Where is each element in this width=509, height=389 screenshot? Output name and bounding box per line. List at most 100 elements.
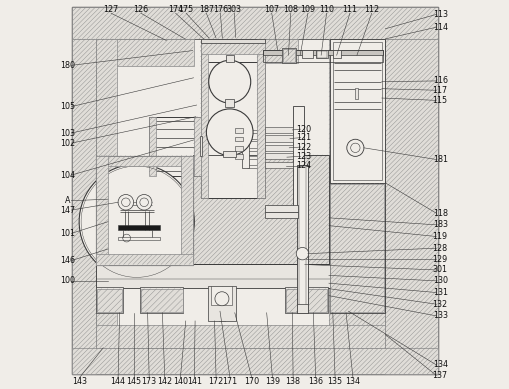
Text: 142: 142: [157, 377, 172, 387]
Bar: [265, 135, 293, 142]
Bar: [316, 50, 327, 58]
Bar: [97, 289, 122, 312]
Bar: [222, 151, 235, 157]
Bar: [264, 205, 297, 212]
Bar: [225, 99, 234, 107]
Text: 131: 131: [432, 288, 447, 297]
Bar: [96, 39, 116, 348]
Bar: [96, 287, 123, 313]
Text: 139: 139: [264, 377, 279, 387]
Text: 140: 140: [173, 377, 187, 387]
Bar: [96, 264, 345, 288]
Text: 120: 120: [296, 124, 310, 134]
Text: 105: 105: [60, 102, 75, 111]
Bar: [330, 184, 383, 312]
Text: 104: 104: [60, 170, 75, 180]
Text: 101: 101: [60, 229, 75, 238]
Bar: [200, 43, 264, 54]
Text: 107: 107: [264, 5, 279, 14]
Bar: [328, 39, 385, 348]
Text: 111: 111: [342, 5, 357, 14]
Text: 113: 113: [432, 10, 447, 19]
Text: 134: 134: [345, 377, 360, 387]
Bar: [282, 49, 295, 62]
Text: 144: 144: [110, 377, 125, 387]
Text: 110: 110: [319, 5, 333, 14]
Bar: [296, 304, 307, 313]
Text: 301: 301: [432, 265, 447, 275]
Text: 187: 187: [199, 5, 213, 14]
Text: 172: 172: [208, 377, 223, 387]
Bar: [293, 106, 303, 215]
Text: 126: 126: [133, 5, 148, 14]
Ellipse shape: [206, 109, 252, 156]
Bar: [193, 117, 200, 176]
Bar: [192, 155, 328, 264]
Ellipse shape: [208, 60, 250, 103]
Text: 123: 123: [296, 152, 310, 161]
Bar: [200, 39, 207, 198]
Bar: [317, 51, 327, 58]
Text: 171: 171: [222, 377, 237, 387]
Bar: [329, 39, 384, 183]
Bar: [285, 287, 327, 313]
Bar: [200, 136, 202, 156]
Circle shape: [79, 164, 194, 279]
Bar: [354, 88, 358, 99]
Bar: [302, 50, 313, 58]
Text: 180: 180: [60, 61, 75, 70]
Circle shape: [214, 292, 229, 306]
Bar: [329, 183, 384, 313]
Bar: [281, 48, 296, 63]
Text: 100: 100: [60, 276, 75, 286]
Bar: [265, 145, 293, 151]
Circle shape: [136, 194, 152, 210]
Text: 130: 130: [432, 276, 447, 286]
Text: 146: 146: [60, 256, 75, 265]
Bar: [234, 128, 242, 133]
Circle shape: [346, 139, 363, 156]
Text: 132: 132: [432, 300, 447, 309]
Bar: [234, 146, 242, 151]
Text: 145: 145: [126, 377, 141, 387]
Text: 112: 112: [363, 5, 379, 14]
Text: 128: 128: [432, 244, 447, 253]
Bar: [96, 156, 192, 166]
Bar: [200, 39, 264, 43]
Bar: [118, 237, 160, 240]
Text: 170: 170: [244, 377, 259, 387]
Text: 117: 117: [432, 86, 447, 95]
Bar: [154, 121, 196, 171]
Text: 119: 119: [432, 232, 447, 241]
Bar: [265, 127, 293, 133]
Text: 143: 143: [72, 377, 87, 387]
Bar: [262, 39, 297, 63]
Bar: [385, 39, 437, 374]
Bar: [96, 254, 192, 265]
Bar: [262, 50, 383, 62]
Text: 114: 114: [432, 23, 447, 32]
Text: 173: 173: [142, 377, 156, 387]
Bar: [149, 117, 156, 176]
Text: 141: 141: [186, 377, 202, 387]
Bar: [149, 117, 200, 176]
Bar: [262, 50, 383, 55]
Text: 127: 127: [103, 5, 119, 14]
Bar: [200, 39, 264, 53]
Bar: [296, 165, 307, 313]
Bar: [265, 162, 293, 168]
Text: 175: 175: [178, 5, 193, 14]
Bar: [332, 42, 381, 180]
Bar: [181, 156, 192, 265]
Bar: [139, 287, 183, 313]
Bar: [96, 325, 385, 348]
Bar: [265, 153, 293, 159]
Text: 133: 133: [432, 311, 447, 321]
Text: 103: 103: [60, 128, 75, 138]
Circle shape: [118, 194, 133, 210]
Text: 136: 136: [307, 377, 323, 387]
Text: 134: 134: [432, 360, 447, 370]
Text: 147: 147: [60, 205, 75, 215]
Bar: [192, 155, 328, 264]
Text: 303: 303: [227, 5, 241, 14]
